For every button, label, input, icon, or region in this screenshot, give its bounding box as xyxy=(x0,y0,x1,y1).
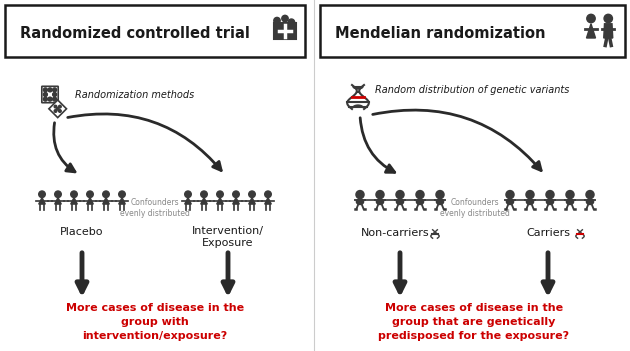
Polygon shape xyxy=(604,24,613,38)
Circle shape xyxy=(71,191,77,198)
Circle shape xyxy=(53,88,57,92)
Circle shape xyxy=(53,93,57,97)
Text: Carriers: Carriers xyxy=(526,228,570,238)
Circle shape xyxy=(54,110,57,112)
FancyBboxPatch shape xyxy=(5,5,305,57)
Circle shape xyxy=(587,14,595,23)
Circle shape xyxy=(43,88,47,92)
Polygon shape xyxy=(118,198,125,204)
Circle shape xyxy=(566,191,574,199)
Text: Confounders
evenly distributed: Confounders evenly distributed xyxy=(440,198,510,218)
Polygon shape xyxy=(201,198,207,204)
Text: Random distribution of genetic variants: Random distribution of genetic variants xyxy=(375,85,570,95)
Circle shape xyxy=(217,191,223,198)
Circle shape xyxy=(249,191,255,198)
Circle shape xyxy=(43,97,47,101)
Text: Confounders
evenly distributed: Confounders evenly distributed xyxy=(120,198,190,218)
Circle shape xyxy=(118,191,125,198)
Polygon shape xyxy=(249,198,255,204)
Circle shape xyxy=(59,110,61,112)
Ellipse shape xyxy=(527,199,534,205)
Ellipse shape xyxy=(587,199,593,205)
Polygon shape xyxy=(587,24,595,38)
Circle shape xyxy=(416,191,424,199)
Ellipse shape xyxy=(416,199,423,205)
Polygon shape xyxy=(185,198,192,204)
Circle shape xyxy=(282,15,288,22)
Polygon shape xyxy=(71,198,77,204)
Circle shape xyxy=(201,191,207,198)
Polygon shape xyxy=(232,198,239,204)
Circle shape xyxy=(274,18,280,24)
FancyBboxPatch shape xyxy=(320,5,625,57)
Ellipse shape xyxy=(437,199,444,205)
Text: Placebo: Placebo xyxy=(60,227,104,237)
Circle shape xyxy=(265,191,272,198)
Circle shape xyxy=(59,105,61,108)
Ellipse shape xyxy=(357,199,364,205)
Text: Mendelian randomization: Mendelian randomization xyxy=(335,26,546,40)
FancyBboxPatch shape xyxy=(274,23,296,39)
Circle shape xyxy=(38,191,45,198)
Circle shape xyxy=(604,14,612,23)
Text: More cases of disease in the
group that are genetically
predisposed for the expo: More cases of disease in the group that … xyxy=(379,303,570,341)
Text: Randomized controlled trial: Randomized controlled trial xyxy=(20,26,250,40)
Circle shape xyxy=(436,191,444,199)
FancyBboxPatch shape xyxy=(42,86,58,103)
Polygon shape xyxy=(103,198,109,204)
Polygon shape xyxy=(217,198,223,204)
Circle shape xyxy=(55,191,61,198)
Circle shape xyxy=(103,191,109,198)
Text: Non-carriers: Non-carriers xyxy=(361,228,429,238)
Circle shape xyxy=(48,97,52,101)
Polygon shape xyxy=(87,198,93,204)
Circle shape xyxy=(526,191,534,199)
Polygon shape xyxy=(55,198,61,204)
Circle shape xyxy=(396,191,404,199)
Circle shape xyxy=(185,191,192,198)
Circle shape xyxy=(56,107,59,110)
Polygon shape xyxy=(49,100,67,118)
Polygon shape xyxy=(38,198,45,204)
Circle shape xyxy=(356,191,364,199)
Text: More cases of disease in the
group with
intervention/exposure?: More cases of disease in the group with … xyxy=(66,303,244,341)
Text: Intervention/
Exposure: Intervention/ Exposure xyxy=(192,226,264,248)
Ellipse shape xyxy=(546,199,554,205)
Circle shape xyxy=(48,88,52,92)
Ellipse shape xyxy=(566,199,573,205)
Ellipse shape xyxy=(396,199,404,205)
Ellipse shape xyxy=(376,199,384,205)
Circle shape xyxy=(87,191,93,198)
Circle shape xyxy=(43,93,47,97)
Circle shape xyxy=(376,191,384,199)
Circle shape xyxy=(546,191,554,199)
Circle shape xyxy=(586,191,594,199)
Circle shape xyxy=(506,191,514,199)
Circle shape xyxy=(54,105,57,108)
Text: Randomization methods: Randomization methods xyxy=(75,90,194,100)
Circle shape xyxy=(288,19,295,25)
Ellipse shape xyxy=(507,199,513,205)
Polygon shape xyxy=(265,198,272,204)
Circle shape xyxy=(232,191,239,198)
Circle shape xyxy=(53,97,57,101)
